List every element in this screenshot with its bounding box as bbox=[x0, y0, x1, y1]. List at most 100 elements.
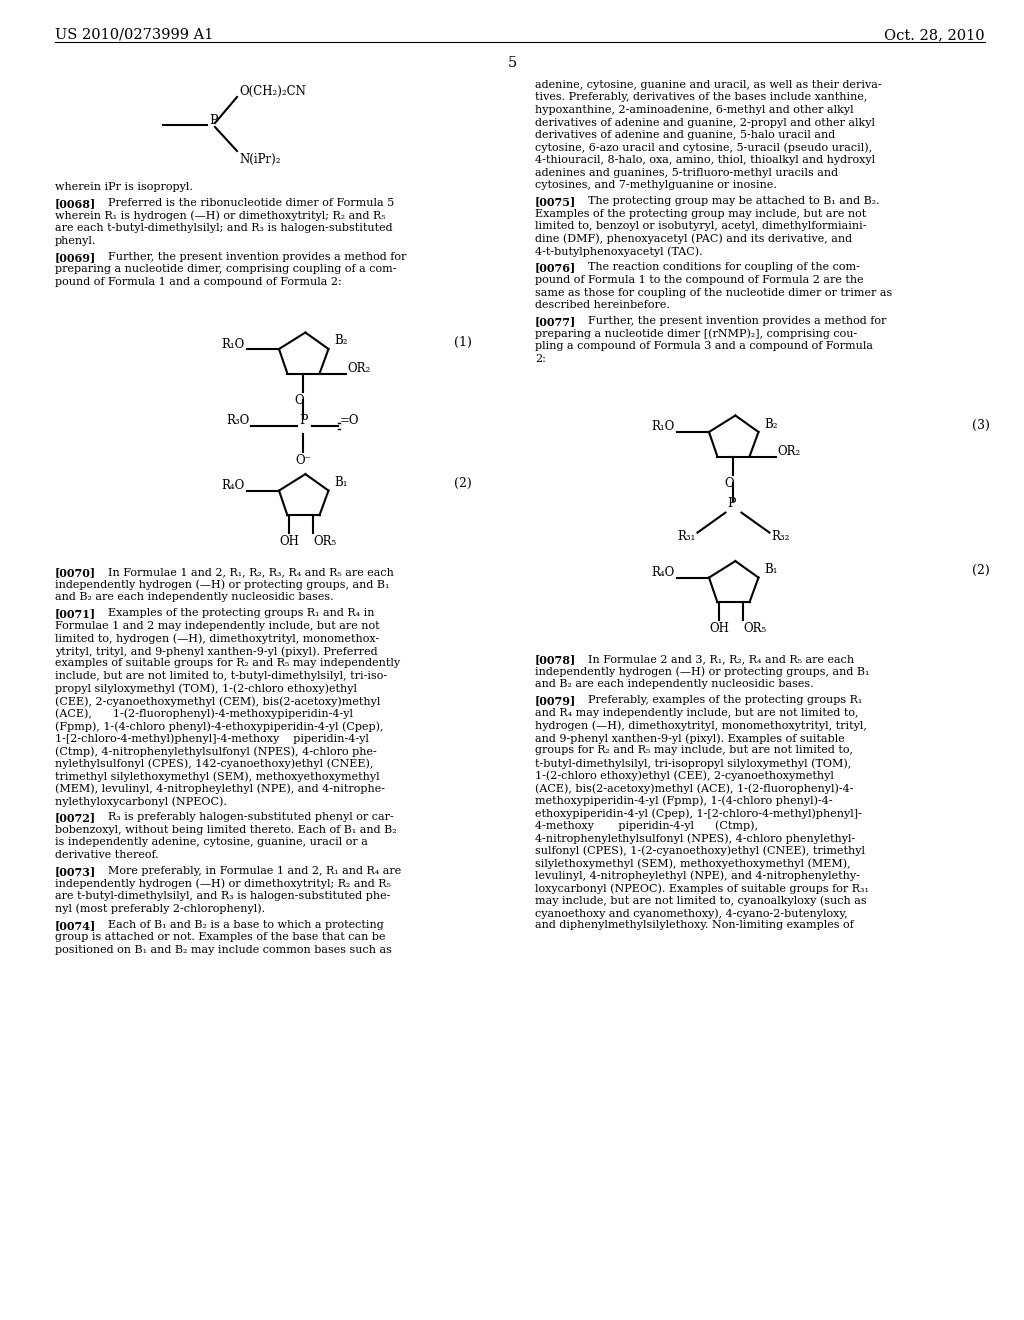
Text: [0072]: [0072] bbox=[55, 812, 96, 824]
Text: cytosine, 6-azo uracil and cytosine, 5-uracil (pseudo uracil),: cytosine, 6-azo uracil and cytosine, 5-u… bbox=[535, 143, 872, 153]
Text: (Fpmp), 1-(4-chloro phenyl)-4-ethoxypiperidin-4-yl (Cpep),: (Fpmp), 1-(4-chloro phenyl)-4-ethoxypipe… bbox=[55, 721, 384, 731]
Text: independently hydrogen (—H) or dimethoxytrityl; R₂ and R₅: independently hydrogen (—H) or dimethoxy… bbox=[55, 878, 391, 888]
Text: B₁: B₁ bbox=[765, 564, 778, 576]
Text: R₃ is preferably halogen-substituted phenyl or car-: R₃ is preferably halogen-substituted phe… bbox=[101, 812, 394, 822]
Text: B₁: B₁ bbox=[335, 477, 348, 490]
Text: R₁O: R₁O bbox=[222, 338, 245, 351]
Text: (3): (3) bbox=[972, 418, 990, 432]
Text: cytosines, and 7-methylguanine or inosine.: cytosines, and 7-methylguanine or inosin… bbox=[535, 180, 777, 190]
Text: bobenzoxyl, without being limited thereto. Each of B₁ and B₂: bobenzoxyl, without being limited theret… bbox=[55, 825, 396, 834]
Text: [0070]: [0070] bbox=[55, 568, 96, 578]
Text: N(iPr)₂: N(iPr)₂ bbox=[239, 153, 281, 165]
Text: group is attached or not. Examples of the base that can be: group is attached or not. Examples of th… bbox=[55, 932, 385, 942]
Text: wherein iPr is isopropyl.: wherein iPr is isopropyl. bbox=[55, 182, 193, 191]
Text: [0078]: [0078] bbox=[535, 655, 577, 665]
Text: [0069]: [0069] bbox=[55, 252, 96, 263]
Text: is independently adenine, cytosine, guanine, uracil or a: is independently adenine, cytosine, guan… bbox=[55, 837, 368, 847]
Text: nylethylsulfonyl (CPES), 142-cyanoethoxy)ethyl (CNEE),: nylethylsulfonyl (CPES), 142-cyanoethoxy… bbox=[55, 759, 374, 770]
Text: R₄O: R₄O bbox=[222, 479, 245, 492]
Text: R₃O: R₃O bbox=[226, 414, 250, 428]
Text: positioned on B₁ and B₂ may include common bases such as: positioned on B₁ and B₂ may include comm… bbox=[55, 945, 392, 954]
Text: independently hydrogen (—H) or protecting groups, and B₁: independently hydrogen (—H) or protectin… bbox=[55, 579, 389, 590]
Text: In Formulae 1 and 2, R₁, R₂, R₃, R₄ and R₅ are each: In Formulae 1 and 2, R₁, R₂, R₃, R₄ and … bbox=[101, 568, 394, 577]
Text: O⁻: O⁻ bbox=[296, 454, 311, 466]
Text: R₁O: R₁O bbox=[651, 421, 675, 433]
Text: (Ctmp), 4-nitrophenylethylsulfonyl (NPES), 4-chloro phe-: (Ctmp), 4-nitrophenylethylsulfonyl (NPES… bbox=[55, 746, 377, 756]
Text: Preferred is the ribonucleotide dimer of Formula 5: Preferred is the ribonucleotide dimer of… bbox=[101, 198, 394, 209]
Text: and diphenylmethylsilylethoxy. Non-limiting examples of: and diphenylmethylsilylethoxy. Non-limit… bbox=[535, 920, 854, 931]
Text: groups for R₂ and R₅ may include, but are not limited to,: groups for R₂ and R₅ may include, but ar… bbox=[535, 746, 853, 755]
Text: and R₄ may independently include, but are not limited to,: and R₄ may independently include, but ar… bbox=[535, 708, 858, 718]
Text: dine (DMF), phenoxyacetyl (PAC) and its derivative, and: dine (DMF), phenoxyacetyl (PAC) and its … bbox=[535, 234, 852, 244]
Text: hypoxanthine, 2-aminoadenine, 6-methyl and other alkyl: hypoxanthine, 2-aminoadenine, 6-methyl a… bbox=[535, 106, 854, 115]
Text: Formulae 1 and 2 may independently include, but are not: Formulae 1 and 2 may independently inclu… bbox=[55, 620, 380, 631]
Text: Examples of the protecting groups R₁ and R₄ in: Examples of the protecting groups R₁ and… bbox=[101, 609, 375, 619]
Text: trimethyl silylethoxymethyl (SEM), methoxyethoxymethyl: trimethyl silylethoxymethyl (SEM), metho… bbox=[55, 771, 380, 781]
Text: t-butyl-dimethylsilyl, tri-isopropyl silyloxymethyl (TOM),: t-butyl-dimethylsilyl, tri-isopropyl sil… bbox=[535, 758, 851, 768]
Text: B₂: B₂ bbox=[335, 334, 348, 347]
Text: 4-thiouracil, 8-halo, oxa, amino, thiol, thioalkyl and hydroxyl: 4-thiouracil, 8-halo, oxa, amino, thiol,… bbox=[535, 154, 876, 165]
Text: Further, the present invention provides a method for: Further, the present invention provides … bbox=[101, 252, 407, 261]
Text: pling a compound of Formula 3 and a compound of Formula: pling a compound of Formula 3 and a comp… bbox=[535, 342, 873, 351]
Text: tives. Preferably, derivatives of the bases include xanthine,: tives. Preferably, derivatives of the ba… bbox=[535, 92, 867, 103]
Text: 4-nitrophenylethylsulfonyl (NPES), 4-chloro phenylethyl-: 4-nitrophenylethylsulfonyl (NPES), 4-chl… bbox=[535, 833, 855, 843]
Text: described hereinbefore.: described hereinbefore. bbox=[535, 300, 670, 310]
Text: phenyl.: phenyl. bbox=[55, 236, 96, 246]
Text: ytrityl, trityl, and 9-phenyl xanthen-9-yl (pixyl). Preferred: ytrityl, trityl, and 9-phenyl xanthen-9-… bbox=[55, 645, 378, 656]
Text: preparing a nucleotide dimer [(rNMP)₂], comprising cou-: preparing a nucleotide dimer [(rNMP)₂], … bbox=[535, 329, 857, 339]
Text: (ACE),      1-(2-fluorophenyl)-4-methoxypiperidin-4-yl: (ACE), 1-(2-fluorophenyl)-4-methoxypiper… bbox=[55, 709, 353, 719]
Text: P: P bbox=[727, 498, 735, 510]
Text: methoxypiperidin-4-yl (Fpmp), 1-(4-chloro phenyl)-4-: methoxypiperidin-4-yl (Fpmp), 1-(4-chlor… bbox=[535, 796, 833, 807]
Text: P: P bbox=[299, 414, 308, 428]
Text: examples of suitable groups for R₂ and R₅ may independently: examples of suitable groups for R₂ and R… bbox=[55, 659, 400, 668]
Text: 2:: 2: bbox=[535, 354, 546, 364]
Text: (CEE), 2-cyanoethoxymethyl (CEM), bis(2-acetoxy)methyl: (CEE), 2-cyanoethoxymethyl (CEM), bis(2-… bbox=[55, 696, 380, 706]
Text: [0071]: [0071] bbox=[55, 609, 96, 619]
Text: [0079]: [0079] bbox=[535, 696, 577, 706]
Text: pound of Formula 1 to the compound of Formula 2 are the: pound of Formula 1 to the compound of Fo… bbox=[535, 275, 863, 285]
Text: OR₅: OR₅ bbox=[743, 622, 767, 635]
Text: OH: OH bbox=[710, 622, 729, 635]
Text: adenines and guanines, 5-trifluoro-methyl uracils and: adenines and guanines, 5-trifluoro-methy… bbox=[535, 168, 838, 177]
Text: derivative thereof.: derivative thereof. bbox=[55, 850, 159, 859]
Text: R₃₂: R₃₂ bbox=[771, 531, 790, 543]
Text: pound of Formula 1 and a compound of Formula 2:: pound of Formula 1 and a compound of For… bbox=[55, 277, 342, 286]
Text: propyl silyloxymethyl (TOM), 1-(2-chloro ethoxy)ethyl: propyl silyloxymethyl (TOM), 1-(2-chloro… bbox=[55, 684, 357, 694]
Text: silylethoxymethyl (SEM), methoxyethoxymethyl (MEM),: silylethoxymethyl (SEM), methoxyethoxyme… bbox=[535, 858, 851, 869]
Text: sulfonyl (CPES), 1-(2-cyanoethoxy)ethyl (CNEE), trimethyl: sulfonyl (CPES), 1-(2-cyanoethoxy)ethyl … bbox=[535, 845, 865, 855]
Text: nyl (most preferably 2-chlorophenyl).: nyl (most preferably 2-chlorophenyl). bbox=[55, 903, 265, 913]
Text: limited to, hydrogen (—H), dimethoxytrityl, monomethox-: limited to, hydrogen (—H), dimethoxytrit… bbox=[55, 634, 379, 644]
Text: OR₂: OR₂ bbox=[777, 445, 801, 458]
Text: More preferably, in Formulae 1 and 2, R₁ and R₄ are: More preferably, in Formulae 1 and 2, R₁… bbox=[101, 866, 401, 876]
Text: 4-t-butylphenoxyacetyl (TAC).: 4-t-butylphenoxyacetyl (TAC). bbox=[535, 247, 702, 257]
Text: may include, but are not limited to, cyanoalkyloxy (such as: may include, but are not limited to, cya… bbox=[535, 895, 866, 906]
Text: Examples of the protecting group may include, but are not: Examples of the protecting group may inc… bbox=[535, 209, 866, 219]
Text: =O: =O bbox=[339, 414, 359, 428]
Text: Each of B₁ and B₂ is a base to which a protecting: Each of B₁ and B₂ is a base to which a p… bbox=[101, 920, 384, 929]
Text: US 2010/0273999 A1: US 2010/0273999 A1 bbox=[55, 28, 213, 42]
Text: [0073]: [0073] bbox=[55, 866, 96, 876]
Text: (MEM), levulinyl, 4-nitropheylethyl (NPE), and 4-nitrophe-: (MEM), levulinyl, 4-nitropheylethyl (NPE… bbox=[55, 784, 385, 795]
Text: same as those for coupling of the nucleotide dimer or trimer as: same as those for coupling of the nucleo… bbox=[535, 288, 892, 297]
Text: (1): (1) bbox=[454, 335, 472, 348]
Text: limited to, benzoyl or isobutyryl, acetyl, dimethylformiaini-: limited to, benzoyl or isobutyryl, acety… bbox=[535, 222, 866, 231]
Text: OH: OH bbox=[280, 535, 299, 548]
Text: wherein R₁ is hydrogen (—H) or dimethoxytrityl; R₂ and R₅: wherein R₁ is hydrogen (—H) or dimethoxy… bbox=[55, 211, 386, 222]
Text: 4-methoxy       piperidin-4-yl      (Ctmp),: 4-methoxy piperidin-4-yl (Ctmp), bbox=[535, 821, 758, 832]
Text: The protecting group may be attached to B₁ and B₂.: The protecting group may be attached to … bbox=[581, 197, 880, 206]
Text: Preferably, examples of the protecting groups R₁: Preferably, examples of the protecting g… bbox=[581, 696, 862, 705]
Text: hydrogen (—H), dimethoxytrityl, monomethoxytrityl, trityl,: hydrogen (—H), dimethoxytrityl, monometh… bbox=[535, 721, 867, 731]
Text: and B₂ are each independently nucleosidic bases.: and B₂ are each independently nucleosidi… bbox=[55, 593, 334, 602]
Text: cyanoethoxy and cyanomethoxy), 4-cyano-2-butenyloxy,: cyanoethoxy and cyanomethoxy), 4-cyano-2… bbox=[535, 908, 848, 919]
Text: independently hydrogen (—H) or protecting groups, and B₁: independently hydrogen (—H) or protectin… bbox=[535, 667, 869, 677]
Text: O: O bbox=[295, 393, 304, 407]
Text: In Formulae 2 and 3, R₁, R₂, R₄ and R₅ are each: In Formulae 2 and 3, R₁, R₂, R₄ and R₅ a… bbox=[581, 655, 854, 664]
Text: OR₅: OR₅ bbox=[313, 535, 337, 548]
Text: [0074]: [0074] bbox=[55, 920, 96, 931]
Text: [0068]: [0068] bbox=[55, 198, 96, 210]
Text: O(CH₂)₂CN: O(CH₂)₂CN bbox=[239, 84, 306, 98]
Text: nylethyloxycarbonyl (NPEOC).: nylethyloxycarbonyl (NPEOC). bbox=[55, 796, 227, 807]
Text: levulinyl, 4-nitropheylethyl (NPE), and 4-nitrophenylethy-: levulinyl, 4-nitropheylethyl (NPE), and … bbox=[535, 870, 860, 880]
Text: (ACE), bis(2-acetoxy)methyl (ACE), 1-(2-fluorophenyl)-4-: (ACE), bis(2-acetoxy)methyl (ACE), 1-(2-… bbox=[535, 783, 853, 793]
Text: O: O bbox=[725, 477, 734, 490]
